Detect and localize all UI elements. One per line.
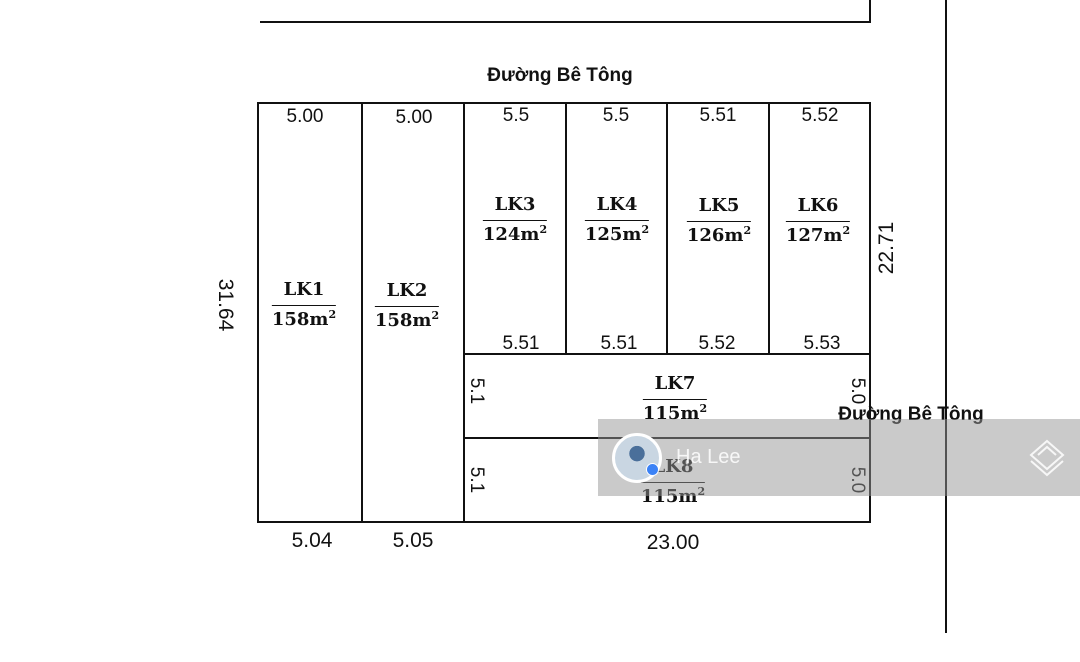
watermark-user-name: Ha Lee [676,446,741,468]
dim-bottom-lk2: 5.05 [392,529,434,552]
dim-lk8-left: 5.1 [466,466,487,494]
dim-mid-lk5: 5.52 [698,333,736,354]
lot-area: 127m2 [785,223,851,246]
dim-mid-lk4: 5.51 [600,333,638,354]
lot-lk7: LK7 115m2 [642,373,708,425]
lot-area: 125m2 [584,222,650,245]
lot-divider [768,103,770,354]
lot-divider [463,353,869,355]
lot-name: LK1 [271,279,337,306]
dim-top-lk1: 5.00 [286,106,324,127]
dim-top-lk6: 5.52 [801,105,839,126]
dim-bottom-total: 23.00 [646,531,700,554]
lot-lk4: LK4 125m2 [584,194,650,246]
lot-name: LK5 [686,195,752,222]
parcel-boundary [257,102,871,523]
lot-area: 126m2 [686,223,752,246]
lot-name: LK2 [374,280,440,307]
lot-name: LK3 [482,194,548,221]
lot-lk3: LK3 124m2 [482,194,548,246]
dim-left: 31.64 [214,278,237,332]
road-edge-line [945,0,947,633]
lot-name: LK7 [642,373,708,400]
dim-lk7-right: 5.0 [847,377,868,405]
dim-top-lk3: 5.5 [502,105,530,126]
road-label-top: Đường Bê Tông [487,65,633,86]
neighbor-boundary-right [869,0,871,23]
watermark-band [598,419,1080,496]
lot-lk2: LK2 158m2 [374,280,440,332]
dim-mid-lk6: 5.53 [803,333,841,354]
dim-top-lk2: 5.00 [395,107,433,128]
neighbor-boundary-top [260,21,871,23]
dim-top-lk4: 5.5 [602,105,630,126]
lot-name: LK6 [785,195,851,222]
lot-divider [666,103,668,354]
lot-area: 158m2 [271,307,337,330]
lot-divider [361,103,363,521]
dim-right: 22.71 [875,221,898,275]
dim-lk7-left: 5.1 [466,377,487,405]
lot-area: 124m2 [482,222,548,245]
dim-mid-lk3: 5.51 [502,333,540,354]
dim-bottom-lk1: 5.04 [291,529,333,552]
lot-divider [463,103,465,521]
lot-lk1: LK1 158m2 [271,279,337,331]
lot-lk6: LK6 127m2 [785,195,851,247]
verified-badge-icon [646,463,659,476]
lot-area: 158m2 [374,308,440,331]
dim-top-lk5: 5.51 [699,105,737,126]
lot-divider [565,103,567,354]
lot-name: LK4 [584,194,650,221]
layers-icon [1029,439,1065,477]
lot-area: 115m2 [642,401,708,424]
lot-lk5: LK5 126m2 [686,195,752,247]
